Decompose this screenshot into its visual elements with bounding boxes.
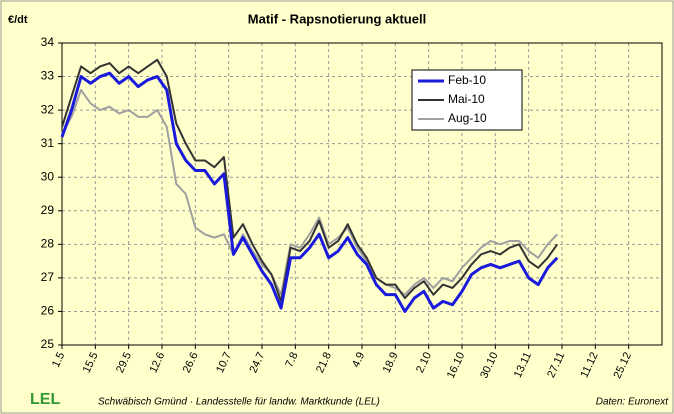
y-tick-label: 32 (41, 102, 55, 116)
x-tick-label: 7.8 (283, 350, 300, 369)
x-tick-label: 18.9 (381, 350, 401, 374)
x-tick-label: 4.9 (350, 350, 367, 369)
x-tick-label: 15.5 (81, 350, 101, 374)
y-tick-label: 34 (41, 35, 55, 49)
x-tick-label: 21.8 (314, 350, 334, 374)
x-tick-label: 1.5 (50, 350, 67, 369)
x-tick-label: 12.6 (147, 350, 167, 374)
legend-label: Mai-10 (448, 92, 485, 106)
x-tick-label: 24.7 (247, 350, 267, 374)
y-tick-label: 28 (41, 237, 55, 251)
footer: Schwäbisch Gmünd · Landesstelle für land… (98, 397, 380, 408)
x-tick-label: 2.10 (414, 350, 434, 374)
y-tick-label: 29 (41, 203, 55, 217)
x-tick-label: 26.6 (181, 350, 201, 374)
series-line (60, 71, 559, 313)
chart-title: Matif - Rapsnotierung aktuell (248, 11, 426, 26)
y-tick-label: 31 (41, 136, 55, 150)
x-tick-label: 29.5 (114, 350, 134, 374)
plot-border (61, 42, 663, 346)
x-tick-label: 13.11 (512, 350, 534, 379)
x-tick-label: 11.12 (579, 350, 601, 379)
source: Daten: Euronext (596, 397, 669, 408)
x-tick-label: 10.7 (214, 350, 234, 374)
x-tick-label: 27.11 (545, 350, 567, 379)
y-tick-label: 33 (41, 69, 55, 83)
series-line (61, 88, 558, 296)
x-tick-label: 30.10 (478, 350, 501, 380)
series-line (61, 58, 559, 303)
legend-label: Aug-10 (448, 111, 487, 125)
y-tick-label: 25 (41, 337, 55, 351)
x-tick-label: 25.12 (612, 350, 635, 380)
y-tick-label: 26 (41, 304, 55, 318)
y-tick-label: 30 (41, 169, 55, 183)
x-tick-label: 16.10 (445, 350, 468, 380)
y-axis-label: €/dt (8, 14, 28, 26)
logo: LEL (30, 391, 60, 408)
legend-label: Feb-10 (448, 73, 486, 87)
y-tick-label: 27 (41, 270, 55, 284)
